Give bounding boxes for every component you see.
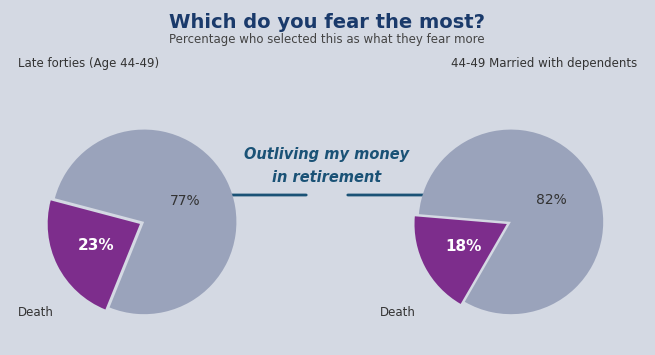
Text: Which do you fear the most?: Which do you fear the most? — [169, 13, 485, 32]
Text: 23%: 23% — [78, 238, 115, 253]
Text: Death: Death — [380, 306, 416, 320]
Text: Late forties (Age 44-49): Late forties (Age 44-49) — [18, 56, 159, 70]
Wedge shape — [55, 130, 236, 314]
Wedge shape — [419, 130, 603, 314]
Text: Death: Death — [18, 306, 54, 320]
Text: 18%: 18% — [445, 239, 481, 254]
Text: 82%: 82% — [536, 193, 567, 207]
Text: 44-49 Married with dependents: 44-49 Married with dependents — [451, 56, 637, 70]
Text: Percentage who selected this as what they fear more: Percentage who selected this as what the… — [169, 33, 485, 46]
Text: Outliving my money: Outliving my money — [244, 147, 409, 163]
Wedge shape — [48, 200, 140, 310]
Text: in retirement: in retirement — [272, 169, 382, 185]
Text: 77%: 77% — [170, 194, 200, 208]
Wedge shape — [415, 216, 507, 304]
